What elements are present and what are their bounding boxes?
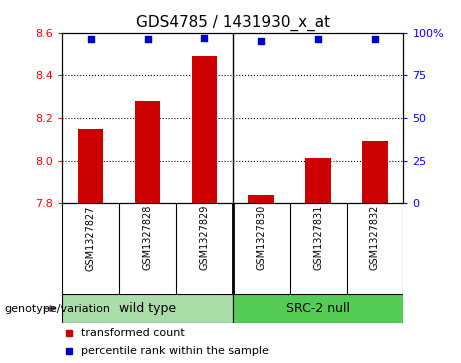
Text: wild type: wild type [119, 302, 176, 315]
Title: GDS4785 / 1431930_x_at: GDS4785 / 1431930_x_at [136, 15, 330, 31]
Text: GSM1327828: GSM1327828 [142, 205, 153, 270]
Text: GSM1327832: GSM1327832 [370, 205, 380, 270]
Point [87, 37, 95, 42]
Point [144, 37, 151, 42]
Text: GSM1327830: GSM1327830 [256, 205, 266, 270]
Point [371, 37, 378, 42]
Bar [248, 195, 274, 203]
Text: genotype/variation: genotype/variation [5, 303, 111, 314]
Bar [62, 294, 233, 323]
Point [314, 37, 322, 42]
Point [258, 38, 265, 44]
Bar [362, 142, 388, 203]
Text: percentile rank within the sample: percentile rank within the sample [81, 346, 269, 356]
Text: transformed count: transformed count [81, 328, 185, 338]
Text: SRC-2 null: SRC-2 null [286, 302, 350, 315]
Text: GSM1327831: GSM1327831 [313, 205, 323, 270]
Text: GSM1327827: GSM1327827 [86, 205, 96, 270]
Bar [192, 56, 217, 203]
Bar [78, 129, 103, 203]
Bar [233, 294, 403, 323]
Bar [305, 159, 331, 203]
Text: GSM1327829: GSM1327829 [199, 205, 209, 270]
Point [201, 35, 208, 41]
Bar [135, 101, 160, 203]
